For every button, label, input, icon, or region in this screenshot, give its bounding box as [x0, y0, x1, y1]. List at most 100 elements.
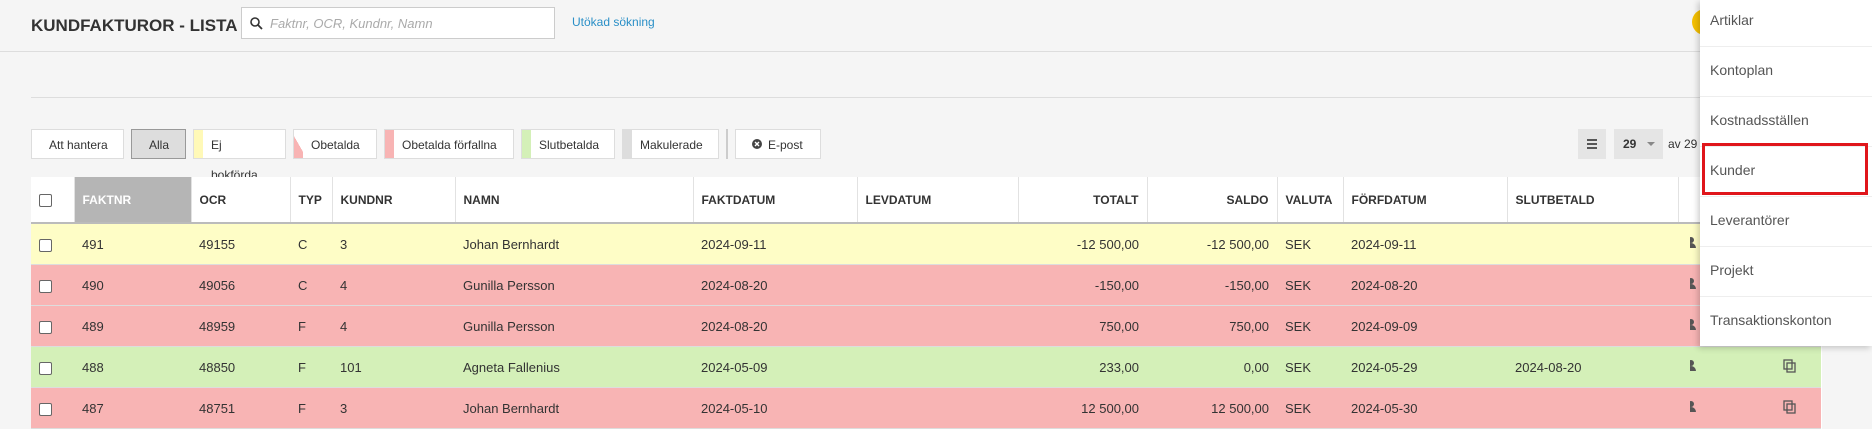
menu-divider [1700, 296, 1872, 297]
menu-item[interactable]: Leverantörer [1710, 212, 1790, 228]
column-header[interactable]: FAKTDATUM [693, 177, 858, 224]
cell: -12 500,00 [1018, 223, 1147, 265]
divider [31, 97, 1700, 98]
cell: 48959 [191, 305, 290, 347]
column-header[interactable]: VALUTA [1277, 177, 1344, 224]
filter-label: Ej bokförda [211, 138, 258, 182]
cell: 233,00 [1018, 346, 1147, 388]
table-row: 487 48751 F 3 Johan Bernhardt 2024-05-10 12 50… [31, 387, 1821, 429]
search-box[interactable]: Faktnr, OCR, Kundnr, Namn [241, 7, 555, 39]
dropdown-menu: Artiklar Kontoplan Kostnadsställen Kunder Le… [1700, 0, 1872, 346]
column-header[interactable]: SALDO [1147, 177, 1278, 224]
menu-item[interactable]: Projekt [1710, 262, 1754, 278]
advanced-search-link[interactable]: Utökad sökning [572, 15, 655, 29]
caret [1647, 142, 1655, 150]
column-header[interactable]: SLUTBETALD [1507, 177, 1679, 224]
column-header[interactable]: NAMN [455, 177, 694, 224]
column-header[interactable]: TOTALT [1018, 177, 1148, 224]
cell: Johan Bernhardt [455, 223, 693, 265]
cell: 487 [74, 387, 191, 429]
column-header[interactable]: OCR [191, 177, 291, 224]
email-label: E-post [768, 138, 803, 152]
row-checkbox[interactable] [31, 387, 74, 429]
divider [0, 51, 1700, 52]
filter-label: Makulerade [640, 138, 703, 152]
filter-color [194, 130, 203, 158]
close-icon [752, 139, 762, 149]
menu-item[interactable]: Transaktionskonton [1710, 312, 1832, 328]
filter-button[interactable]: Slutbetalda [521, 129, 615, 159]
filter-button[interactable]: Obetalda [293, 129, 377, 159]
cell: 2024-05-10 [693, 387, 857, 429]
filter-button[interactable]: Ej bokförda [193, 129, 286, 182]
cell: Agneta Fallenius [455, 346, 693, 388]
cell: 4 [332, 305, 455, 347]
cell: 2024-05-29 [1343, 346, 1507, 388]
cell: 0,00 [1147, 346, 1277, 388]
row-checkbox[interactable] [31, 264, 74, 306]
cell: 48751 [191, 387, 290, 429]
page-title: KUNDFAKTUROR - LISTA [31, 16, 238, 35]
search-icon [250, 17, 263, 30]
cell [857, 264, 1018, 306]
menu-divider [1700, 196, 1872, 197]
table-row: 491 49155 C 3 Johan Bernhardt 2024-09-11 -12 5… [31, 223, 1821, 265]
row-actions [1678, 346, 1821, 388]
cell [1507, 223, 1678, 265]
column-header[interactable]: TYP [290, 177, 333, 224]
cell: -150,00 [1018, 264, 1147, 306]
row-icons [1686, 358, 1796, 373]
cell: 2024-08-20 [693, 264, 857, 306]
cell: SEK [1277, 223, 1343, 265]
cell: 12 500,00 [1147, 387, 1277, 429]
filter-label: Obetalda förfallna [402, 138, 497, 152]
cell: -150,00 [1147, 264, 1277, 306]
cell: 490 [74, 264, 191, 306]
menu-divider [1700, 46, 1872, 47]
menu-item[interactable]: Artiklar [1710, 12, 1754, 28]
column-header[interactable]: FÖRFDATUM [1343, 177, 1508, 224]
cell: Gunilla Persson [455, 264, 693, 306]
cell: SEK [1277, 305, 1343, 347]
filter-button[interactable]: Obetalda förfallna [384, 129, 514, 159]
menu-item[interactable]: Kostnadsställen [1710, 112, 1809, 128]
email-button[interactable]: E-post [735, 129, 821, 159]
menu-divider [1700, 96, 1872, 97]
cell: 3 [332, 223, 455, 265]
menu-divider [1700, 146, 1872, 147]
row-checkbox[interactable] [31, 305, 74, 347]
cell: 2024-08-20 [1507, 346, 1678, 388]
cell: SEK [1277, 264, 1343, 306]
cell: 750,00 [1147, 305, 1277, 347]
menu-item[interactable]: Kontoplan [1710, 62, 1774, 78]
select-all[interactable] [31, 177, 75, 224]
filter-color [385, 130, 394, 158]
column-header[interactable]: FAKTNR [74, 177, 192, 224]
row-checkbox[interactable] [31, 223, 74, 265]
cell: 489 [74, 305, 191, 347]
filter-bar: Att hantera Alla Ej bokförda Obetalda Obetal… [31, 129, 821, 182]
filter-button[interactable]: Alla [131, 129, 186, 159]
cell [857, 346, 1018, 388]
cell: 488 [74, 346, 191, 388]
cell: SEK [1277, 346, 1343, 388]
cell: C [290, 264, 332, 306]
cell: 491 [74, 223, 191, 265]
table-row: 488 48850 F 101 Agneta Fallenius 2024-05-09 23… [31, 346, 1821, 388]
cell: 48850 [191, 346, 290, 388]
search-placeholder: Faktnr, OCR, Kundnr, Namn [270, 16, 433, 31]
cell: F [290, 346, 332, 388]
list-view-button[interactable] [1578, 129, 1606, 159]
cell: 2024-08-20 [1343, 264, 1507, 306]
page-size-select[interactable]: 29 [1614, 129, 1663, 159]
filter-button[interactable]: Att hantera [31, 129, 124, 159]
filter-color [623, 130, 632, 158]
column-header[interactable]: KUNDNR [332, 177, 456, 224]
page-size: 29 [1623, 137, 1637, 151]
menu-item[interactable]: Kunder [1710, 162, 1756, 178]
filter-button[interactable]: Makulerade [622, 129, 719, 159]
filter-label: Obetalda [311, 138, 360, 152]
filter-label: Att hantera [49, 138, 108, 152]
row-checkbox[interactable] [31, 346, 74, 388]
column-header[interactable]: LEVDATUM [857, 177, 1019, 224]
